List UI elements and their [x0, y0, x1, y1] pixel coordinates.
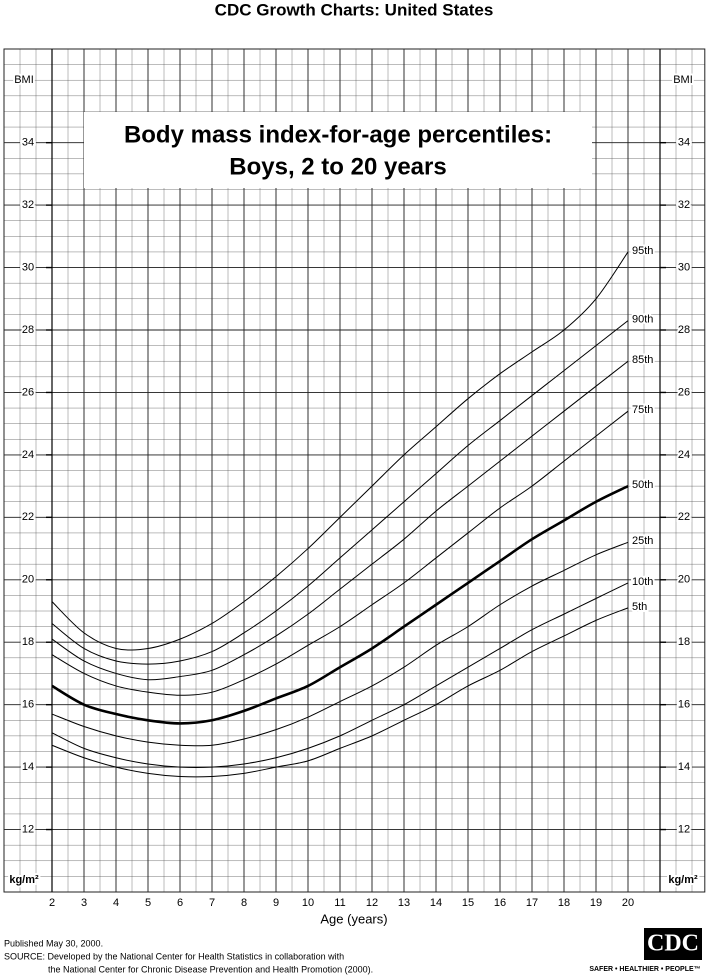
legend-label: 25th: [632, 535, 653, 547]
y-axis-unit: kg/m²: [9, 874, 39, 886]
x-tick-label: 19: [590, 897, 602, 909]
y-tick-label: 18: [678, 636, 690, 648]
x-tick-label: 9: [273, 897, 279, 909]
y-tick-label: 30: [22, 261, 34, 273]
y-axis-unit: kg/m²: [668, 874, 698, 886]
percentile-line: [51, 410, 629, 696]
legend-label: 5th: [632, 601, 647, 613]
y-tick-label: 26: [22, 386, 34, 398]
chart-title: Body mass index-for-age percentiles:: [124, 121, 552, 148]
y-tick-label: 14: [22, 761, 34, 773]
y-tick-label: 12: [22, 823, 34, 835]
y-tick-label: 30: [678, 261, 690, 273]
y-tick-label: 20: [678, 574, 690, 586]
x-tick-label: 8: [241, 897, 247, 909]
percentile-line: [51, 541, 629, 747]
published-note: Published May 30, 2000.: [4, 938, 103, 948]
chart-subtitle: Boys, 2 to 20 years: [229, 153, 446, 180]
y-tick-label: 28: [678, 324, 690, 336]
y-tick-label: 34: [678, 137, 690, 149]
x-tick-label: 7: [209, 897, 215, 909]
x-tick-label: 13: [398, 897, 410, 909]
title-box: [84, 112, 592, 188]
x-tick-label: 3: [81, 897, 87, 909]
y-tick-label: 16: [22, 699, 34, 711]
y-tick-label: 12: [678, 823, 690, 835]
percentile-line: [51, 484, 629, 725]
x-tick-label: 5: [145, 897, 151, 909]
y-axis-label: BMI: [14, 74, 34, 86]
source-note: the National Center for Chronic Disease …: [48, 964, 373, 974]
legend-label: 95th: [632, 245, 653, 257]
x-tick-label: 6: [177, 897, 183, 909]
y-tick-label: 22: [22, 511, 34, 523]
x-tick-label: 10: [302, 897, 314, 909]
x-tick-label: 17: [526, 897, 538, 909]
x-axis-label: Age (years): [320, 911, 387, 926]
y-tick-label: 24: [678, 449, 690, 461]
y-tick-label: 32: [678, 199, 690, 211]
y-tick-label: 22: [678, 511, 690, 523]
y-tick-label: 34: [22, 137, 34, 149]
legend-label: 50th: [632, 479, 653, 491]
plot-frame: [3, 48, 706, 893]
legend-label: 10th: [632, 576, 653, 588]
percentile-line: [51, 251, 629, 651]
x-tick-label: 16: [494, 897, 506, 909]
y-tick-label: 26: [678, 386, 690, 398]
source-note: SOURCE: Developed by the National Center…: [4, 951, 344, 961]
y-tick-label: 32: [22, 199, 34, 211]
motto: SAFER • HEALTHIER • PEOPLE™: [589, 966, 700, 973]
y-tick-label: 24: [22, 449, 34, 461]
x-tick-label: 18: [558, 897, 570, 909]
logo: CDC: [647, 931, 699, 957]
curves: 95th 90th 85th 75th 50th 25th 10th 5th: [51, 243, 655, 778]
percentile-line: [51, 582, 629, 769]
y-tick-label: 20: [22, 574, 34, 586]
x-tick-label: 14: [430, 897, 442, 909]
y-tick-label: 28: [22, 324, 34, 336]
page-header: CDC Growth Charts: United States: [215, 0, 494, 19]
legend-label: 75th: [632, 404, 653, 416]
percentile-line: [51, 320, 629, 665]
y-axis-label: BMI: [673, 74, 693, 86]
x-tick-label: 2: [49, 897, 55, 909]
x-tick-label: 11: [334, 897, 345, 909]
y-tick-label: 14: [678, 761, 690, 773]
x-tick-label: 20: [622, 897, 634, 909]
x-tick-label: 4: [113, 897, 119, 909]
x-tick-label: 12: [366, 897, 378, 909]
legend-label: 90th: [632, 314, 653, 326]
legend-label: 85th: [632, 354, 653, 366]
y-tick-label: 16: [678, 699, 690, 711]
percentile-line: [51, 360, 629, 681]
x-tick-label: 15: [462, 897, 474, 909]
percentile-line: [51, 607, 629, 778]
y-tick-label: 18: [22, 636, 34, 648]
logo-box: [644, 928, 702, 960]
